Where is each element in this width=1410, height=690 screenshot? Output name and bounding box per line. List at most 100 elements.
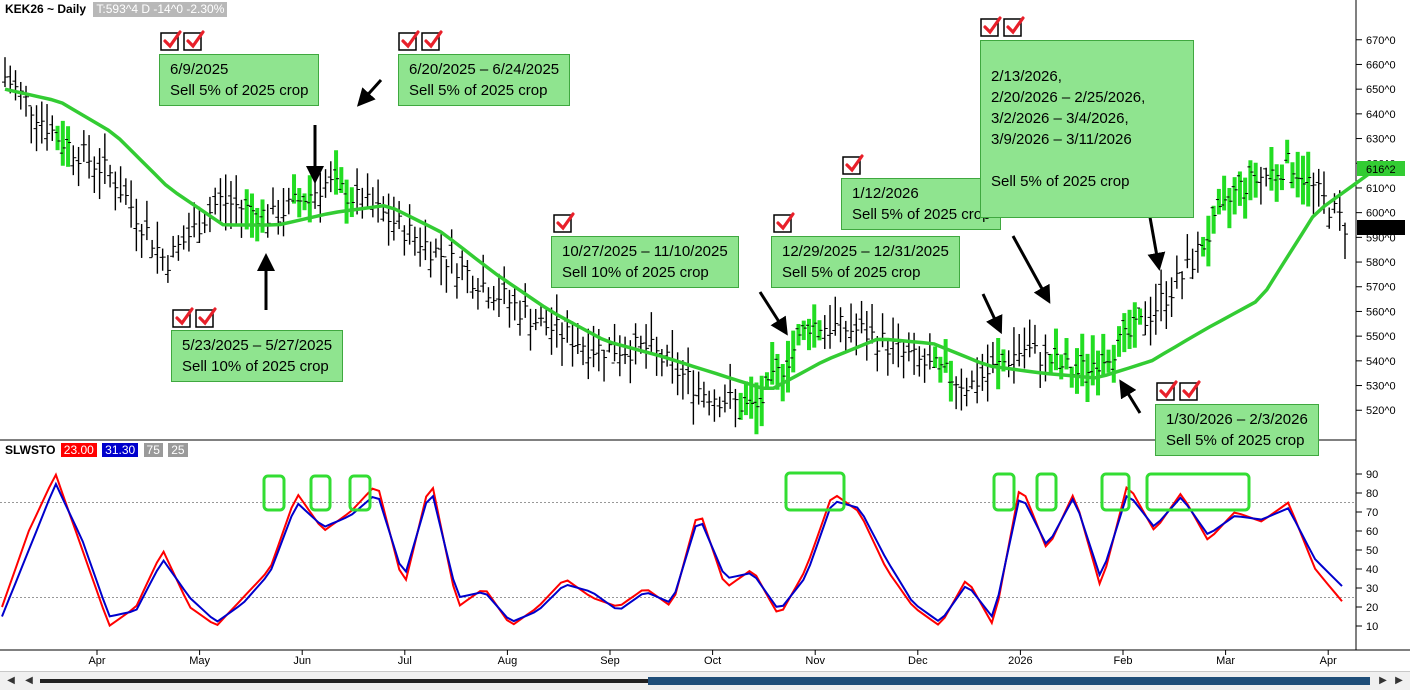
price-tick-label: 670^0: [1366, 35, 1396, 47]
check-group: [1156, 379, 1201, 401]
chart-header: KEK26 ~ Daily T:593^4 D -14^0 -2.30%: [5, 2, 228, 17]
annotation-note-6: 1/12/2026 Sell 5% of 2025 crop: [841, 178, 1002, 230]
osc-tick-label: 30: [1366, 583, 1378, 595]
note-dates: 12/29/2025 – 12/31/2025: [782, 243, 949, 260]
month-label: Jun: [293, 655, 311, 667]
annotation-note-3: 5/23/2025 – 5/27/2025 Sell 10% of 2025 c…: [171, 330, 344, 382]
last-price-tag: [1357, 220, 1405, 235]
price-tick-label: 660^0: [1366, 59, 1396, 71]
osc-tick-label: 60: [1366, 526, 1378, 538]
check-group: [553, 211, 575, 233]
month-label: Nov: [805, 655, 825, 667]
checkbox-check-icon: [980, 15, 1002, 37]
price-tags: 616^2 593^4: [1357, 161, 1405, 235]
scroll-start-icon[interactable]: ◀: [7, 675, 15, 686]
moving-average-line: [4, 87, 1372, 390]
note-dates: 1/30/2026 – 2/3/2026: [1166, 411, 1308, 428]
month-label: Oct: [704, 655, 721, 667]
osc-tick-label: 50: [1366, 545, 1378, 557]
month-label: 2026: [1008, 655, 1032, 667]
annotation-note-8: 1/30/2026 – 2/3/2026 Sell 5% of 2025 cro…: [1155, 404, 1319, 456]
last-price-tag-label: 593^4: [1366, 223, 1396, 235]
check-group: [398, 29, 443, 51]
stochastic-d-line: [1, 481, 1343, 623]
note-action: Sell 10% of 2025 crop: [182, 358, 329, 375]
arrow-icon: [758, 291, 788, 336]
signal-highlight-box: [1100, 472, 1131, 512]
price-tick-label: 630^0: [1366, 134, 1396, 146]
checkbox-check-icon: [398, 29, 420, 51]
lower-level-badge: 25: [168, 443, 188, 457]
osc-tick-label: 40: [1366, 564, 1378, 576]
d-value-badge: 31.30: [102, 443, 139, 457]
price-tick-label: 600^0: [1366, 208, 1396, 220]
month-label: Apr: [88, 655, 105, 667]
symbol-label: KEK26 ~ Daily: [5, 2, 87, 16]
checkbox-check-icon: [1003, 15, 1025, 37]
checkbox-check-icon: [183, 29, 205, 51]
month-label: Sep: [600, 655, 620, 667]
price-tick-label: 520^0: [1366, 405, 1396, 417]
month-label: Feb: [1114, 655, 1133, 667]
checkbox-check-icon: [195, 306, 217, 328]
scroll-end-icon[interactable]: ▶: [1395, 675, 1403, 686]
indicator-header: SLWSTO 23.00 31.30 75 25: [5, 443, 188, 457]
osc-tick-label: 10: [1366, 621, 1378, 633]
indicator-name: SLWSTO: [5, 443, 56, 457]
check-group: [842, 153, 864, 175]
check-group: [980, 15, 1025, 37]
oscillator-axis: 90 80 70 60 50 40 30 20 10: [1356, 469, 1378, 633]
price-tick-label: 650^0: [1366, 84, 1396, 96]
annotation-note-1: 6/9/2025 Sell 5% of 2025 crop: [159, 54, 320, 106]
note-action: Sell 5% of 2025 crop: [170, 82, 309, 99]
quote-badge: T:593^4 D -14^0 -2.30%: [93, 2, 228, 17]
price-tick-label: 610^0: [1366, 183, 1396, 195]
signal-highlight-box: [1145, 472, 1251, 512]
month-label: Jul: [398, 655, 412, 667]
moving-average-path: [4, 87, 1372, 390]
osc-tick-label: 20: [1366, 602, 1378, 614]
check-group: [160, 29, 205, 51]
horizontal-scrollbar[interactable]: ◀ ◀ ▶ ▶: [0, 671, 1410, 690]
month-label: Mar: [1216, 655, 1235, 667]
scroll-left-icon[interactable]: ◀: [25, 675, 33, 686]
signal-highlight-box: [309, 474, 332, 512]
note-action: Sell 5% of 2025 crop: [782, 264, 921, 281]
note-dates: 1/12/2026: [852, 185, 919, 202]
checkbox-check-icon: [553, 211, 575, 233]
price-tick-label: 570^0: [1366, 282, 1396, 294]
month-axis: Apr May Jun Jul Aug Sep Oct Nov Dec 2026 Feb Mar Apr: [88, 650, 1337, 667]
note-dates: 6/9/2025: [170, 61, 229, 78]
arrow-icon: [1011, 235, 1051, 304]
osc-tick-label: 90: [1366, 469, 1378, 481]
note-dates: 6/20/2025 – 6/24/2025: [409, 61, 560, 78]
scroll-right-icon[interactable]: ▶: [1379, 675, 1387, 686]
month-label: Aug: [498, 655, 518, 667]
annotation-note-2: 6/20/2025 – 6/24/2025 Sell 5% of 2025 cr…: [398, 54, 571, 106]
k-value-badge: 23.00: [60, 443, 97, 457]
signal-highlight-box: [262, 474, 286, 512]
note-action: Sell 5% of 2025 crop: [409, 82, 548, 99]
check-group: [773, 211, 795, 233]
month-label: Dec: [908, 655, 928, 667]
checkbox-check-icon: [160, 29, 182, 51]
note-action: Sell 5% of 2025 crop: [852, 206, 991, 223]
signal-highlight-box: [1035, 472, 1058, 512]
signal-highlight-box: [348, 474, 372, 512]
price-tick-label: 530^0: [1366, 381, 1396, 393]
price-tick-label: 560^0: [1366, 306, 1396, 318]
checkbox-check-icon: [172, 306, 194, 328]
price-tick-label: 550^0: [1366, 331, 1396, 343]
oscillator-lines: [1, 472, 1343, 628]
price-tick-label: 580^0: [1366, 257, 1396, 269]
signal-highlight-box: [784, 471, 846, 512]
checkbox-check-icon: [421, 29, 443, 51]
checkbox-check-icon: [1179, 379, 1201, 401]
signal-highlight-box: [992, 472, 1016, 512]
note-dates: 2/13/2026, 2/20/2026 – 2/25/2026, 3/2/20…: [991, 68, 1146, 148]
annotation-note-5: 12/29/2025 – 12/31/2025 Sell 5% of 2025 …: [771, 236, 960, 288]
scroll-thumb[interactable]: [648, 677, 1370, 685]
checkbox-check-icon: [773, 211, 795, 233]
osc-tick-label: 70: [1366, 507, 1378, 519]
month-label: Apr: [1320, 655, 1337, 667]
